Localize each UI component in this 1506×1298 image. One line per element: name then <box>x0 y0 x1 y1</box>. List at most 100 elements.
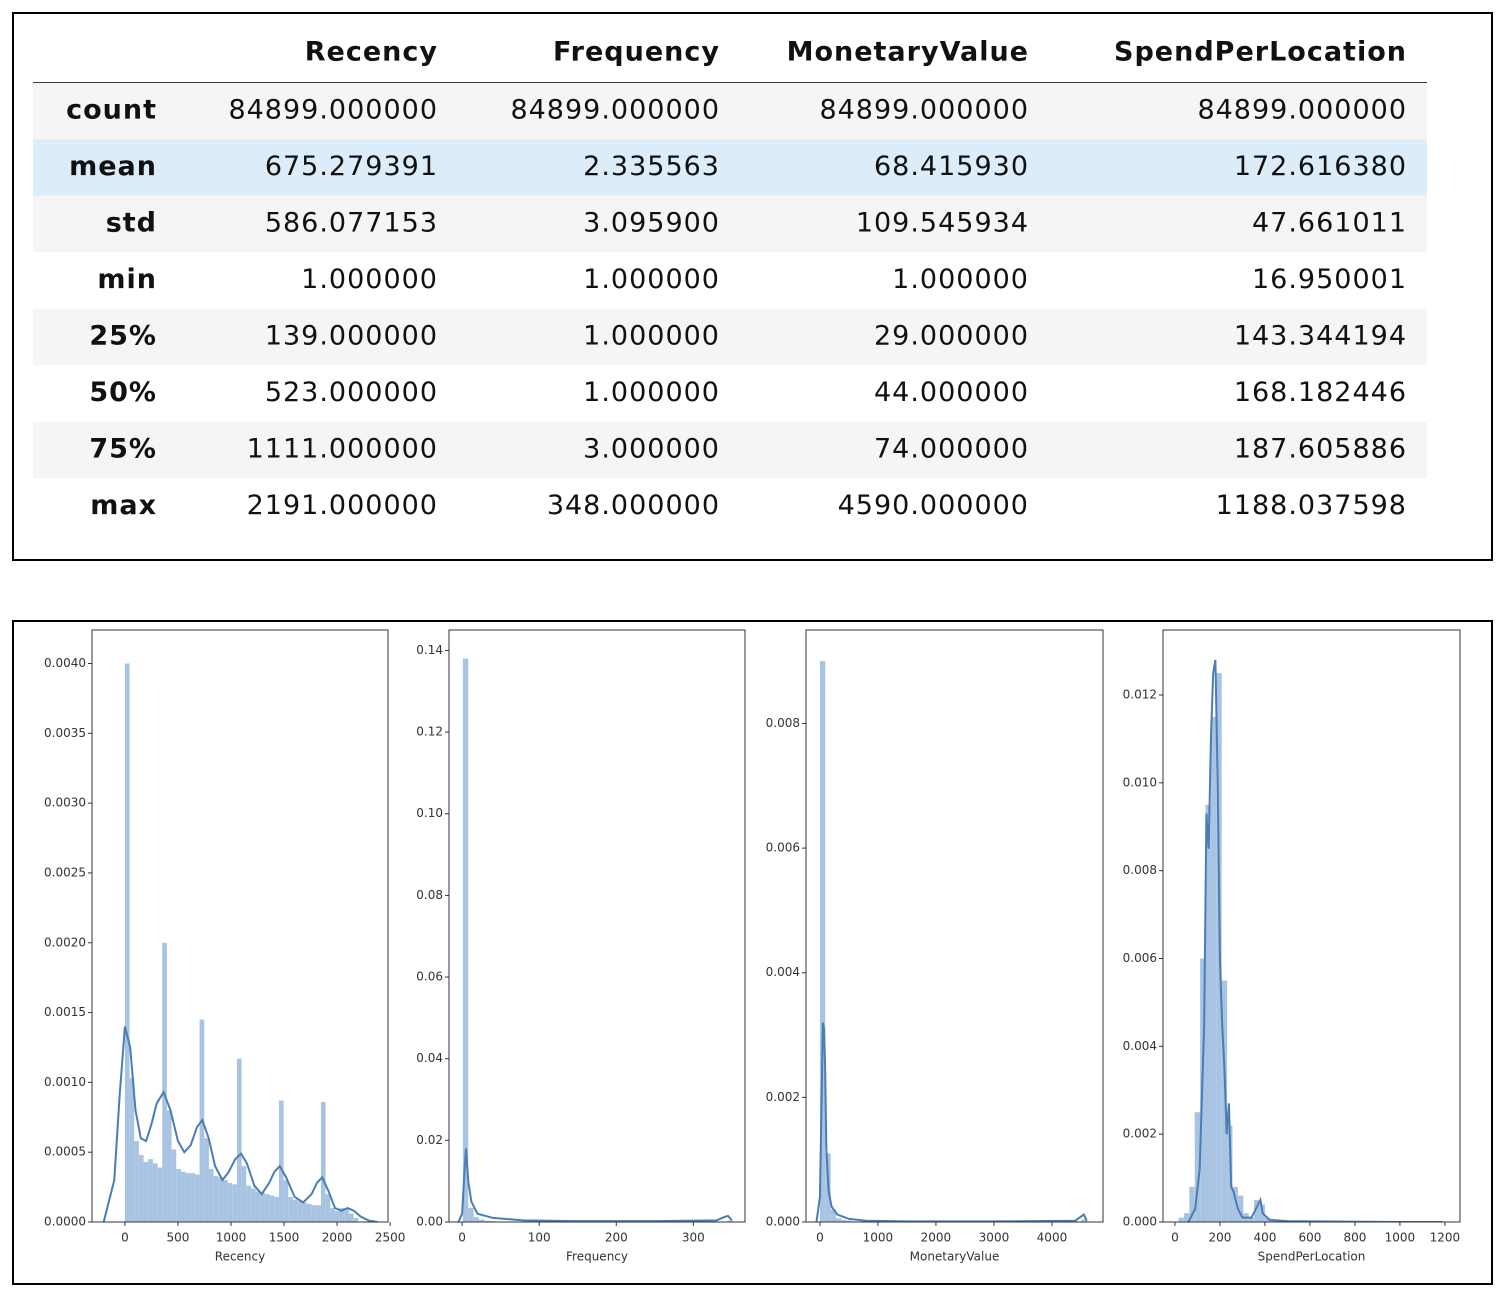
histogram-bar <box>1194 1112 1201 1222</box>
cell: 84899.000000 <box>819 95 1029 126</box>
kde-line <box>102 1026 378 1222</box>
kde-line <box>457 1148 733 1222</box>
histogram-bar <box>143 1161 149 1222</box>
x-tick-label: 200 <box>1208 1231 1231 1245</box>
histogram-bar <box>124 663 130 1222</box>
y-tick-label: 0.010 <box>1123 775 1157 789</box>
row-stripe <box>33 421 1427 479</box>
kde-line <box>1187 659 1443 1222</box>
histogram-bar <box>462 658 469 1222</box>
histogram-bar <box>194 1174 200 1222</box>
histogram-bar <box>353 1217 359 1222</box>
cell: 47.661011 <box>1252 208 1407 239</box>
column-header: MonetaryValue <box>787 37 1029 68</box>
histogram-bar <box>278 1100 284 1222</box>
histogram-bar <box>819 661 826 1222</box>
y-tick-label: 0.004 <box>766 965 800 979</box>
cell: 139.000000 <box>265 321 438 352</box>
y-tick-label: 0.0000 <box>44 1215 86 1229</box>
histogram-bar <box>138 1154 144 1222</box>
histogram-bar <box>841 1220 847 1222</box>
histogram-bar <box>325 1194 331 1222</box>
histogram-bar <box>1264 1217 1271 1222</box>
y-tick-label: 0.04 <box>416 1051 443 1065</box>
histogram-bar <box>334 1210 340 1222</box>
row-label: max <box>90 490 157 521</box>
cell: 84899.000000 <box>228 95 438 126</box>
histogram-bar <box>236 1058 242 1222</box>
cell: 109.545934 <box>856 208 1029 239</box>
histogram-bar <box>835 1218 842 1222</box>
histogram-bar <box>1254 1200 1260 1222</box>
charts-frame <box>12 620 1493 1285</box>
histogram-bar <box>1205 804 1211 1222</box>
cell: 1188.037598 <box>1216 490 1407 521</box>
row-label: 50% <box>89 377 157 408</box>
histogram-bar <box>348 1213 354 1222</box>
histogram-bar <box>264 1194 270 1222</box>
row-label: std <box>106 208 157 239</box>
cell: 2191.000000 <box>247 490 438 521</box>
histogram-bar <box>830 1209 836 1222</box>
histogram-bar <box>1221 980 1228 1222</box>
cell: 187.605886 <box>1234 434 1407 465</box>
axes-frame <box>91 629 389 1223</box>
plot-area <box>1178 659 1443 1222</box>
cell: 16.950001 <box>1252 264 1407 295</box>
x-tick-label: 300 <box>682 1231 705 1245</box>
plot-area <box>102 663 378 1222</box>
histogram-bar <box>484 1220 490 1222</box>
histogram-bar <box>302 1202 307 1222</box>
histogram-bar <box>311 1205 317 1222</box>
x-tick-label: 0 <box>458 1231 466 1245</box>
histogram-bar <box>316 1205 321 1222</box>
cell: 675.279391 <box>265 151 438 182</box>
histogram-bar <box>213 1175 219 1222</box>
cell: 1.000000 <box>583 321 720 352</box>
histogram-bar <box>269 1195 275 1222</box>
y-tick-label: 0.0015 <box>44 1005 86 1019</box>
y-tick-label: 0.08 <box>416 888 443 902</box>
histogram-bar <box>176 1168 181 1222</box>
histogram-bar <box>320 1101 326 1222</box>
y-tick-label: 0.000 <box>1123 1215 1157 1229</box>
histogram-bar <box>339 1208 345 1222</box>
y-tick-label: 0.0025 <box>44 865 86 879</box>
row-stripe <box>33 195 1427 253</box>
histogram-bar <box>1237 1195 1244 1222</box>
cell: 3.000000 <box>583 434 720 465</box>
row-label: min <box>97 264 157 295</box>
cell: 84899.000000 <box>510 95 720 126</box>
x-tick-label: 200 <box>605 1231 628 1245</box>
histogram-bar <box>255 1191 261 1222</box>
y-tick-label: 0.0010 <box>44 1075 86 1089</box>
row-label: 75% <box>89 434 157 465</box>
x-tick-label: 3000 <box>979 1231 1010 1245</box>
x-tick-label: 800 <box>1343 1231 1366 1245</box>
axes-frame <box>1162 629 1461 1223</box>
x-tick-label: 1200 <box>1430 1231 1461 1245</box>
histogram-bar <box>204 1138 209 1222</box>
histogram-bar <box>148 1159 153 1222</box>
histogram-bar <box>185 1173 191 1222</box>
x-axis-label: Recency <box>215 1250 265 1264</box>
cell: 1.000000 <box>583 264 720 295</box>
cell: 29.000000 <box>874 321 1029 352</box>
histogram-bar <box>246 1185 251 1222</box>
cell: 168.182446 <box>1234 377 1407 408</box>
y-tick-label: 0.000 <box>766 1215 800 1229</box>
histogram-bar <box>260 1192 265 1222</box>
cell: 4590.000000 <box>838 490 1029 521</box>
row-label: 25% <box>89 321 157 352</box>
x-axis-label: SpendPerLocation <box>1258 1250 1366 1264</box>
histogram-bar <box>157 1167 163 1222</box>
y-tick-label: 0.012 <box>1123 687 1157 701</box>
histogram-bar <box>846 1220 853 1222</box>
histogram-bar <box>330 1208 335 1222</box>
histogram-bar <box>306 1203 312 1222</box>
x-tick-label: 600 <box>1298 1231 1321 1245</box>
histogram-bar <box>1248 1217 1255 1222</box>
x-tick-label: 1000 <box>863 1231 894 1245</box>
